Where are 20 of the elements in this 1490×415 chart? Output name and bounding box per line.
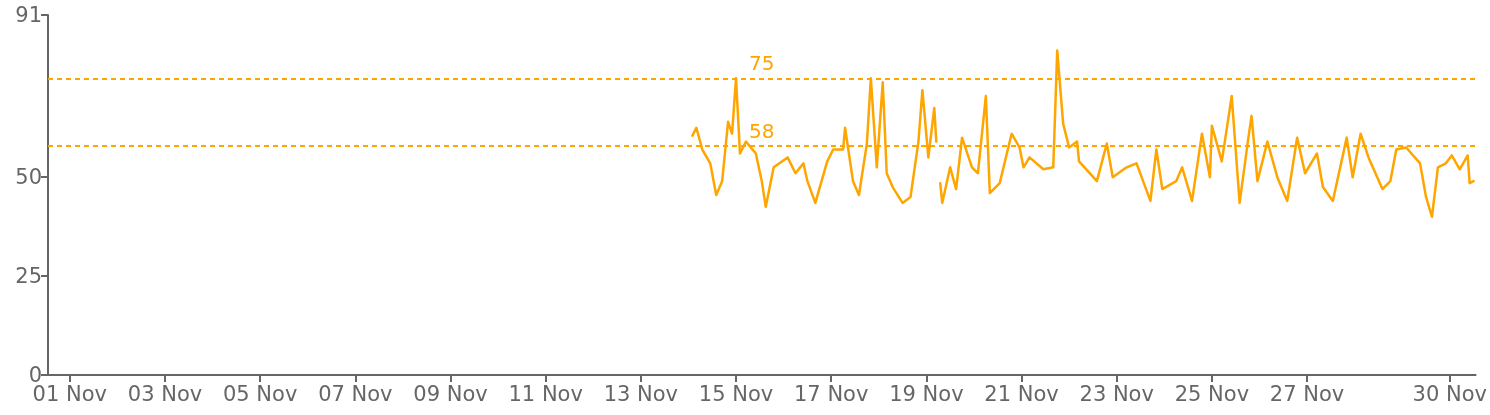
x-tick-label: 01 Nov: [32, 381, 108, 406]
ref-line-label: 58: [749, 118, 775, 143]
x-tick-label: 21 Nov: [984, 381, 1059, 406]
x-tick-label: 11 Nov: [508, 381, 583, 406]
y-tick-label: 91: [15, 3, 42, 27]
y-tick-label: 25: [15, 264, 42, 289]
x-tick-label: 17 Nov: [793, 381, 869, 406]
x-tick-label: 30 Nov: [1412, 381, 1487, 406]
x-tick-label: 23 Nov: [1079, 381, 1154, 406]
x-tick-label: 05 Nov: [222, 381, 298, 406]
x-tick-label: 25 Nov: [1174, 381, 1250, 406]
x-tick-label: 27 Nov: [1269, 381, 1345, 406]
x-tick-label: 07 Nov: [318, 381, 393, 406]
x-tick-label: 19 Nov: [889, 381, 964, 406]
ref-line-label: 75: [749, 51, 775, 76]
x-tick-label: 15 Nov: [698, 381, 774, 406]
x-tick-label: 13 Nov: [603, 381, 679, 406]
x-tick-label: 03 Nov: [127, 381, 203, 406]
y-tick-label: 50: [15, 165, 42, 190]
x-tick-label: 09 Nov: [413, 381, 488, 406]
